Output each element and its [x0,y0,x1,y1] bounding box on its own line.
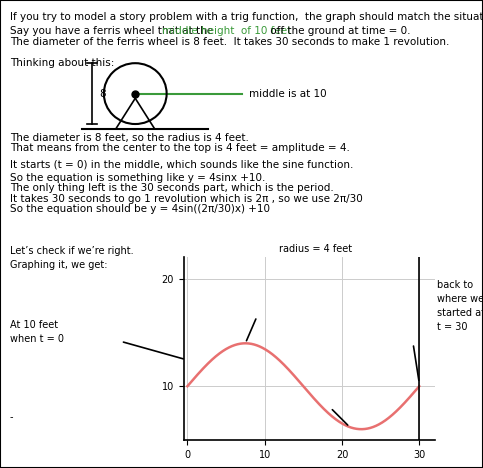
Text: -: - [10,412,13,422]
Text: t = 30: t = 30 [437,322,468,332]
Text: middle is at 10: middle is at 10 [249,88,327,99]
Text: The diameter is 8 feet, so the radius is 4 feet.: The diameter is 8 feet, so the radius is… [10,133,249,143]
Text: where we: where we [437,294,483,304]
Text: radius = 4 feet: radius = 4 feet [279,244,352,254]
Text: So the equation should be y = 4sin((2π/30)x) +10: So the equation should be y = 4sin((2π/3… [10,204,270,213]
Text: Thinking about this:: Thinking about this: [10,58,114,68]
Text: The only thing left is the 30 seconds part, which is the period.: The only thing left is the 30 seconds pa… [10,183,333,193]
Text: radius = 4 feet: radius = 4 feet [264,379,337,389]
Text: It takes 30 seconds to go 1 revolution which is 2π , so we use 2π/30: It takes 30 seconds to go 1 revolution w… [10,194,362,204]
Text: Let’s check if we’re right.: Let’s check if we’re right. [10,246,133,256]
Text: The diameter of the ferris wheel is 8 feet.  It takes 30 seconds to make 1 revol: The diameter of the ferris wheel is 8 fe… [10,37,449,46]
Text: Say you have a ferris wheel that at the: Say you have a ferris wheel that at the [10,26,216,36]
Text: off the ground at time = 0.: off the ground at time = 0. [267,26,411,36]
Text: Graphing it, we get:: Graphing it, we get: [10,260,107,270]
Text: So the equation is something like y = 4sinx +10.: So the equation is something like y = 4s… [10,173,265,183]
Text: so 4 up  (10 + 4 = 14): so 4 up (10 + 4 = 14) [279,259,388,269]
Text: so 4 down (10 - 4 = 14): so 4 down (10 - 4 = 14) [264,393,379,403]
Text: 8: 8 [99,88,106,99]
Text: That means from the center to the top is 4 feet = amplitude = 4.: That means from the center to the top is… [10,143,350,153]
Text: back to: back to [437,280,473,290]
Text: If you try to model a story problem with a trig function,  the graph should matc: If you try to model a story problem with… [10,12,483,22]
Text: At 10 feet: At 10 feet [10,321,58,330]
Text: middle height  of 10 feet: middle height of 10 feet [162,26,291,36]
Text: It starts (t = 0) in the middle, which sounds like the sine function.: It starts (t = 0) in the middle, which s… [10,159,353,169]
Text: started at: started at [437,308,483,318]
Text: when t = 0: when t = 0 [10,335,64,344]
